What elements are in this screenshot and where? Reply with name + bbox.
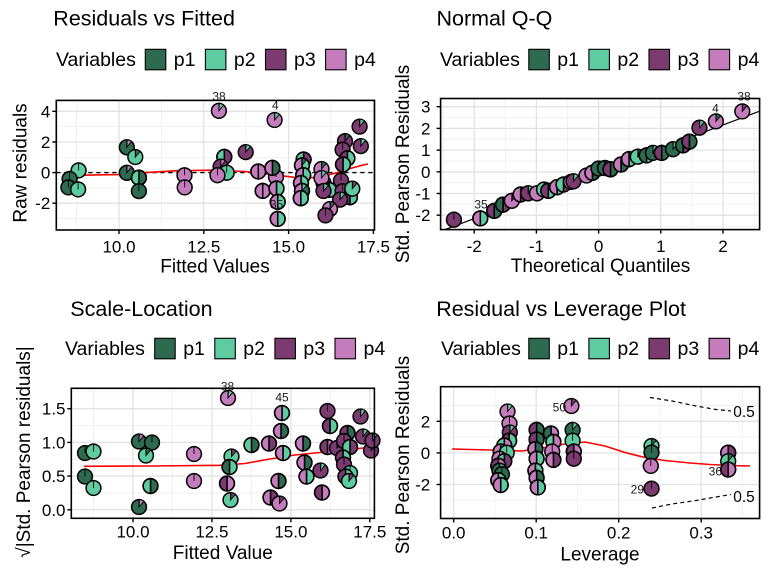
svg-text:Std. Pearson Residuals: Std. Pearson Residuals xyxy=(393,356,414,555)
svg-text:p4: p4 xyxy=(738,49,760,71)
svg-text:29: 29 xyxy=(631,483,645,497)
svg-text:Normal Q-Q: Normal Q-Q xyxy=(437,7,553,31)
svg-text:17.5: 17.5 xyxy=(353,523,386,542)
svg-text:-2: -2 xyxy=(467,237,482,256)
svg-text:12.5: 12.5 xyxy=(187,238,220,257)
svg-text:-2: -2 xyxy=(415,206,430,225)
svg-text:0: 0 xyxy=(41,164,50,183)
svg-text:√|Std. Pearson residuals|: √|Std. Pearson residuals| xyxy=(14,346,35,557)
svg-text:Std. Pearson Residuals: Std. Pearson Residuals xyxy=(393,65,414,264)
svg-text:0.5: 0.5 xyxy=(733,404,755,421)
svg-text:38: 38 xyxy=(212,90,226,104)
svg-text:0.3: 0.3 xyxy=(689,524,713,543)
svg-text:0.1: 0.1 xyxy=(524,524,548,543)
svg-text:p4: p4 xyxy=(738,338,760,360)
svg-text:15.0: 15.0 xyxy=(272,238,305,257)
svg-text:4: 4 xyxy=(272,99,279,113)
svg-text:-2: -2 xyxy=(35,194,50,213)
svg-text:p3: p3 xyxy=(678,338,700,360)
svg-text:-2: -2 xyxy=(415,476,430,495)
svg-text:35: 35 xyxy=(474,198,488,212)
svg-text:12.5: 12.5 xyxy=(195,523,228,542)
svg-text:2: 2 xyxy=(41,133,50,152)
svg-text:4: 4 xyxy=(712,102,719,116)
svg-text:1: 1 xyxy=(421,141,430,160)
svg-text:-1: -1 xyxy=(529,237,544,256)
svg-text:Scale-Location: Scale-Location xyxy=(70,297,212,321)
svg-text:17.5: 17.5 xyxy=(357,238,390,257)
svg-text:0.5: 0.5 xyxy=(42,467,66,486)
svg-text:3: 3 xyxy=(421,98,430,117)
svg-text:45: 45 xyxy=(275,391,289,405)
svg-text:p2: p2 xyxy=(617,338,639,360)
svg-text:1.5: 1.5 xyxy=(42,400,66,419)
svg-text:35: 35 xyxy=(270,198,284,212)
svg-text:p3: p3 xyxy=(678,49,700,71)
svg-text:Variables: Variables xyxy=(441,338,521,360)
svg-text:50: 50 xyxy=(553,401,567,415)
svg-text:1.0: 1.0 xyxy=(42,433,66,452)
svg-text:p2: p2 xyxy=(243,338,265,360)
svg-text:-1: -1 xyxy=(415,185,430,204)
svg-text:p3: p3 xyxy=(303,338,325,360)
svg-text:p4: p4 xyxy=(364,338,386,360)
svg-text:p1: p1 xyxy=(557,338,579,360)
svg-text:p1: p1 xyxy=(557,49,579,71)
svg-text:0: 0 xyxy=(421,444,430,463)
svg-text:p3: p3 xyxy=(294,49,316,71)
svg-text:p2: p2 xyxy=(617,49,639,71)
svg-text:15.0: 15.0 xyxy=(274,523,307,542)
svg-text:p1: p1 xyxy=(174,49,196,71)
svg-text:38: 38 xyxy=(221,380,235,394)
svg-text:0.2: 0.2 xyxy=(607,524,631,543)
svg-text:0.5: 0.5 xyxy=(733,489,755,506)
svg-text:0: 0 xyxy=(421,163,430,182)
svg-text:p2: p2 xyxy=(234,49,256,71)
svg-text:Leverage: Leverage xyxy=(560,545,639,566)
svg-text:Residual vs Leverage Plot: Residual vs Leverage Plot xyxy=(436,297,686,321)
svg-text:Residuals vs Fitted: Residuals vs Fitted xyxy=(53,7,235,31)
svg-text:10.0: 10.0 xyxy=(116,523,149,542)
svg-text:0: 0 xyxy=(594,237,603,256)
svg-text:Raw residuals: Raw residuals xyxy=(11,103,32,222)
svg-text:0.0: 0.0 xyxy=(42,501,66,520)
svg-text:10.0: 10.0 xyxy=(102,238,135,257)
svg-text:Fitted Values: Fitted Values xyxy=(160,257,269,278)
svg-text:Variables: Variables xyxy=(56,49,136,71)
svg-text:2: 2 xyxy=(421,412,430,431)
svg-text:p1: p1 xyxy=(183,338,205,360)
svg-text:Variables: Variables xyxy=(65,338,145,360)
svg-text:2: 2 xyxy=(718,237,727,256)
svg-text:Fitted Value: Fitted Value xyxy=(173,543,273,564)
svg-text:Theoretical Quantiles: Theoretical Quantiles xyxy=(511,256,691,277)
svg-text:p4: p4 xyxy=(354,49,376,71)
svg-text:Variables: Variables xyxy=(440,49,520,71)
svg-text:4: 4 xyxy=(41,102,50,121)
svg-text:0.0: 0.0 xyxy=(442,524,466,543)
svg-text:1: 1 xyxy=(656,237,665,256)
svg-text:38: 38 xyxy=(737,90,751,104)
svg-text:36: 36 xyxy=(709,465,723,479)
svg-text:2: 2 xyxy=(421,119,430,138)
